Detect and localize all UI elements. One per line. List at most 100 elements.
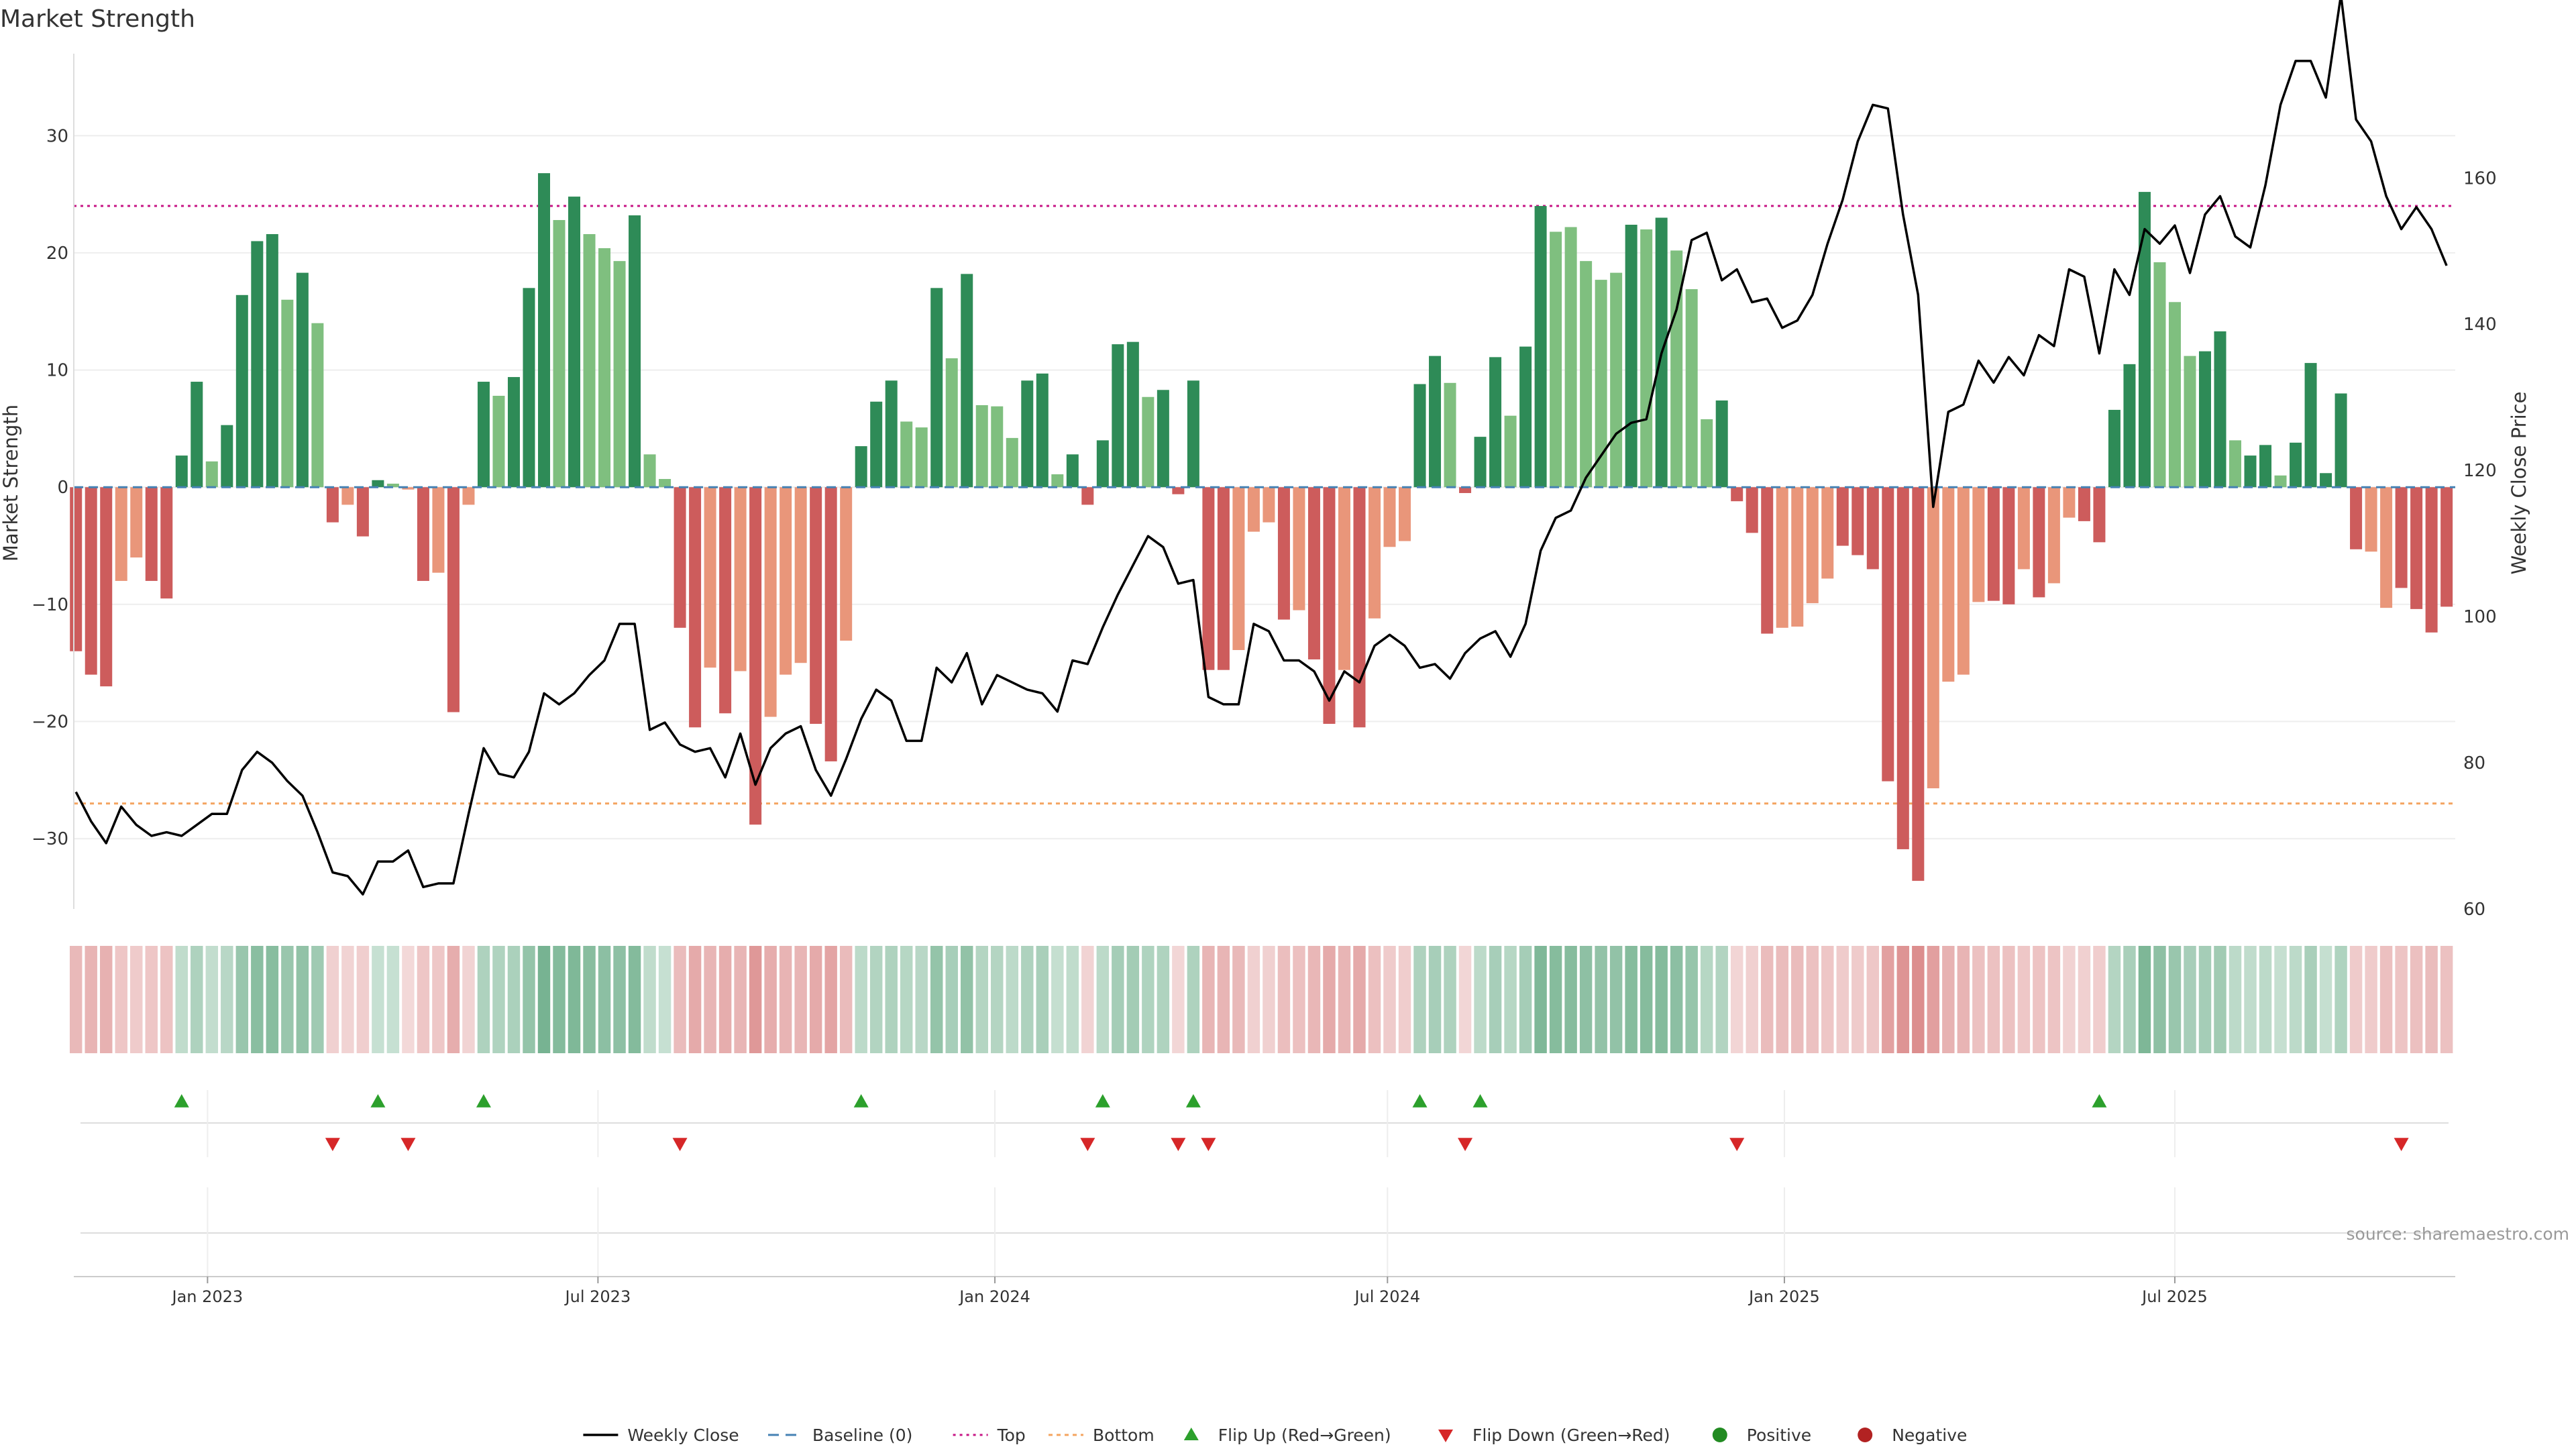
legend-item-top: Top	[953, 1426, 1026, 1445]
strength-bar	[1806, 487, 1819, 604]
strength-bar	[251, 241, 264, 488]
strip-cell	[869, 946, 883, 1053]
strength-bar	[372, 480, 384, 488]
strip-cell	[2410, 946, 2423, 1053]
strength-bar	[462, 487, 475, 505]
strip-cell	[1715, 946, 1728, 1053]
strip-cell	[191, 946, 203, 1053]
strength-bar	[1972, 487, 1985, 602]
strength-bar	[2274, 475, 2287, 488]
strength-bar	[1610, 272, 1623, 488]
strip-cell	[568, 946, 581, 1053]
strip-cell	[1126, 946, 1140, 1053]
strip-cell	[824, 946, 837, 1053]
strength-bar	[1685, 289, 1698, 488]
strength-bar	[477, 382, 490, 488]
strength-bar	[2440, 487, 2453, 607]
strip-cell	[1579, 946, 1593, 1053]
strength-bar	[2395, 487, 2408, 588]
strip-cell	[2304, 946, 2317, 1053]
strength-bar	[1821, 487, 1834, 579]
strip-cell	[1912, 946, 1925, 1053]
strip-cell	[1398, 946, 1411, 1053]
x-tick-label: Jul 2023	[564, 1287, 631, 1306]
strength-bar	[341, 487, 354, 505]
strength-bar	[1912, 487, 1925, 881]
strip-cell	[1428, 946, 1442, 1053]
strip-cell	[130, 946, 143, 1053]
y-axis-label: Market Strength	[0, 405, 22, 561]
strip-cell	[2274, 946, 2287, 1053]
strip-cell	[221, 946, 233, 1053]
strength-bar	[2259, 445, 2272, 488]
strip-cell	[2379, 946, 2393, 1053]
strip-cell	[537, 946, 551, 1053]
strength-bar	[704, 487, 716, 668]
strip-cell	[1263, 946, 1275, 1053]
strip-cell	[658, 946, 672, 1053]
flip-down-marker	[1458, 1138, 1473, 1151]
strip-cell	[1625, 946, 1638, 1053]
strip-cell	[2184, 946, 2196, 1053]
strength-bar	[659, 479, 672, 488]
flip-up-marker	[1412, 1094, 1428, 1108]
strength-strip	[69, 946, 2453, 1053]
strength-bar	[2365, 487, 2377, 552]
strip-cell	[1821, 946, 1834, 1053]
strength-bar	[824, 487, 837, 761]
strength-bar	[537, 173, 550, 488]
legend-item-baseline: Baseline (0)	[768, 1426, 912, 1445]
strip-cell	[975, 946, 988, 1053]
legend: Weekly Close Baseline (0) Top Bottom Flip Up…	[583, 1426, 1967, 1445]
strip-cell	[1896, 946, 1910, 1053]
strip-cell	[1051, 946, 1064, 1053]
y-tick-label: 30	[46, 126, 68, 146]
strip-cell	[1444, 946, 1456, 1053]
strip-cell	[2078, 946, 2091, 1053]
y-tick-label: 10	[46, 361, 68, 381]
x-tick-label: Jul 2024	[1353, 1287, 1420, 1306]
strength-bar	[2017, 487, 2030, 570]
legend-label: Baseline (0)	[812, 1426, 912, 1445]
strip-cell	[145, 946, 158, 1053]
strength-bar	[2214, 331, 2226, 488]
strength-bar	[2108, 409, 2121, 488]
strip-cell	[2108, 946, 2121, 1053]
strength-bar	[2320, 473, 2332, 488]
strip-cell	[2425, 946, 2438, 1053]
strip-cell	[1112, 946, 1124, 1053]
strip-cell	[432, 946, 445, 1053]
strip-cell	[523, 946, 535, 1053]
strip-cell	[2289, 946, 2302, 1053]
strip-cell	[583, 946, 596, 1053]
strength-bar	[130, 487, 143, 558]
strip-cell	[1383, 946, 1396, 1053]
strength-bar	[2078, 487, 2090, 521]
strength-bar	[1126, 341, 1139, 488]
strength-bar	[1368, 487, 1381, 619]
strength-bar	[2093, 487, 2106, 543]
strength-bar	[2229, 440, 2242, 488]
strength-bar	[2350, 487, 2363, 549]
strength-bar	[1776, 487, 1788, 628]
strength-bar	[447, 487, 460, 712]
strength-bar	[2425, 487, 2438, 633]
strength-bar	[810, 487, 822, 724]
strength-bar	[2380, 487, 2393, 608]
strip-cell	[372, 946, 384, 1053]
strength-bar	[855, 446, 867, 488]
strip-cell	[1670, 946, 1683, 1053]
strength-bar	[1399, 487, 1411, 541]
strength-bar	[85, 487, 97, 675]
strip-cell	[2138, 946, 2151, 1053]
strength-bar	[629, 215, 641, 488]
strip-cell	[1942, 946, 1955, 1053]
strip-cell	[1957, 946, 1970, 1053]
strength-bar	[583, 233, 596, 488]
strength-bar	[1595, 280, 1607, 488]
strip-cell	[160, 946, 173, 1053]
sign-markers-panel	[80, 1187, 2449, 1278]
strip-cell	[1882, 946, 1894, 1053]
strip-cell	[266, 946, 279, 1053]
strip-cell	[1685, 946, 1698, 1053]
